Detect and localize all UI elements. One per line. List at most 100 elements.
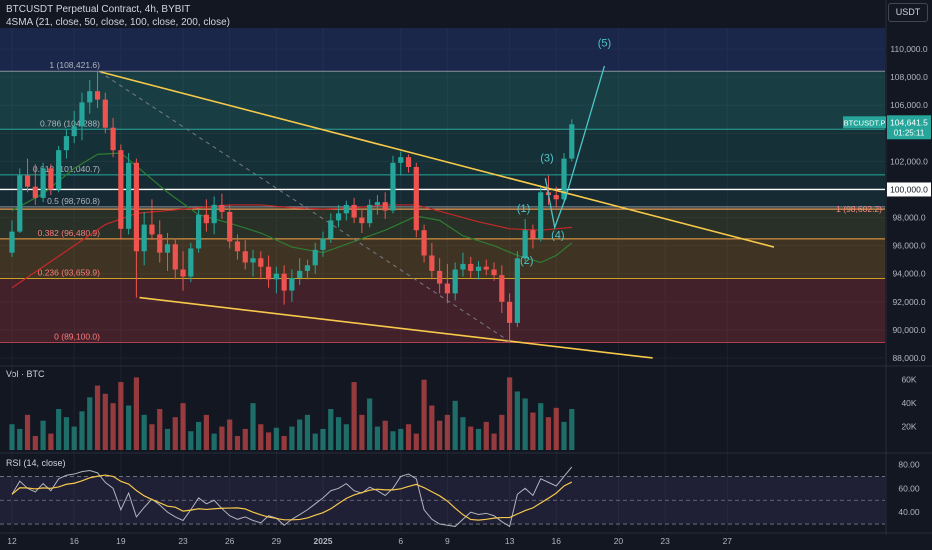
candle-body [491,269,497,276]
candle-body [413,167,419,231]
volume-bar [273,427,279,450]
sma-line [11,204,572,289]
volume-bar [32,435,38,450]
volume-bar [265,432,272,450]
candle-body [110,127,116,151]
candle-body [561,158,567,200]
volume-bar [188,431,194,450]
chart-title: BTCUSDT Perpetual Contract, 4h, BYBIT [6,4,191,15]
y-tick-label: 94,000.0 [892,269,925,279]
candle-body [507,301,513,323]
candle-body [367,204,373,224]
candle-body [304,265,311,271]
dashed-diagonal [98,71,512,343]
x-tick-label: 19 [116,536,126,546]
volume-tick-label: 40K [901,398,916,408]
y-tick-label: 88,000.0 [892,353,925,363]
y-tick-label: 106,000.0 [890,100,928,110]
volume-bar [328,409,334,450]
candle-body [63,136,70,151]
candle-body [374,202,381,205]
candle-body [234,241,241,252]
candle-body [475,266,482,271]
volume-bar [17,428,23,450]
rsi-ma-line [11,474,573,521]
candle-body [219,204,225,212]
volume-bar [367,398,373,450]
x-tick-label: 13 [505,536,515,546]
candle-body [289,277,295,291]
volume-pane-label: Vol · BTC [6,369,45,379]
volume-bar [180,403,186,450]
volume-bar [94,385,101,450]
wave-label: (1) [517,203,530,215]
candle-body [48,168,54,190]
candle-body [452,269,458,294]
y-tick-label: 96,000.0 [892,241,925,251]
volume-bar [507,377,513,450]
candle-body [149,224,155,235]
y-tick-label: 90,000.0 [892,325,925,335]
volume-bar [359,414,365,450]
fib-zone [0,129,885,175]
candle-body [343,204,349,214]
candle-body [141,224,147,252]
volume-bar [468,426,474,450]
volume-bar [118,382,124,450]
x-tick-label: 27 [723,536,733,546]
volume-bar [320,428,326,450]
candle-body [250,258,256,263]
candle-body [126,162,132,229]
volume-bar [211,433,217,450]
candle-body [164,244,171,253]
candle-body [405,157,412,168]
wave-projection [544,65,606,230]
candle-body [258,258,264,267]
rsi-tick-label: 80.00 [898,460,920,470]
volume-bar [522,398,528,450]
fib-level-label: 0.382 (96,480.9) [38,228,101,238]
price-tag [887,115,931,140]
symbol-tag [843,116,886,129]
candle-body [203,214,209,224]
volume-bar [24,414,31,450]
volume-bar [102,393,108,450]
x-tick-label: 16 [552,536,562,546]
volume-bar [413,433,419,450]
candle-body [359,217,365,224]
x-tick-label: 23 [178,536,188,546]
currency-button[interactable]: USDT [888,3,928,22]
indicator-legend[interactable]: 4SMA (21, close, 50, close, 100, close, … [6,17,231,28]
candle-body [133,162,139,252]
y-tick-label: 108,000.0 [890,72,928,82]
volume-bar [429,405,435,450]
candle-body [569,124,575,159]
symbol-tag-text: BTCUSDT.P [844,118,886,127]
candle-body [382,202,388,211]
candle-body [17,175,23,232]
candle-body [320,238,326,250]
candle-body [79,102,85,127]
candle-body [522,230,528,259]
candle-body [351,204,357,218]
volume-bar [48,433,54,450]
volume-bar [63,417,70,450]
wave-label: (5) [598,37,611,49]
volume-bar [133,377,139,450]
volume-bar [460,417,466,450]
volume-bar [227,419,233,450]
candle-body [273,273,279,280]
candle-body [118,150,124,229]
x-tick-label: 29 [272,536,282,546]
volume-bar [491,433,497,450]
candle-body [538,192,544,239]
x-tick-label: 16 [69,536,79,546]
volume-bar [87,397,93,450]
volume-bar [149,424,155,450]
candle-body [429,255,435,271]
volume-bar [553,407,559,450]
volume-bar [281,435,287,450]
y-tick-label: 92,000.0 [892,297,925,307]
volume-bar [242,428,248,450]
